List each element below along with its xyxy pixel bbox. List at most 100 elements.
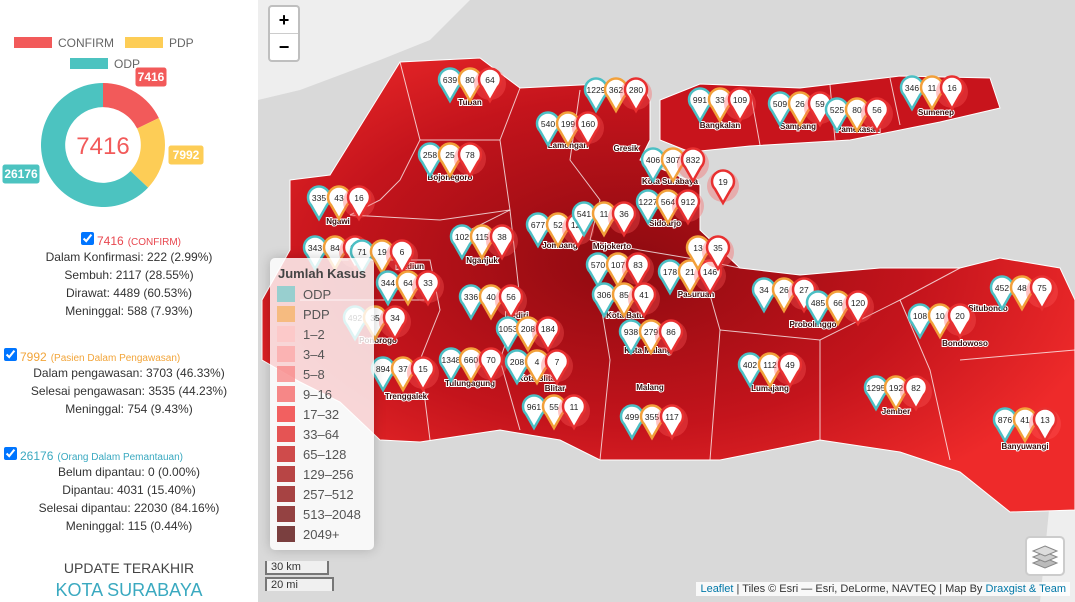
pin-label: 13 [693,243,703,253]
pin-label: 355 [645,412,659,422]
pin-label: 83 [633,260,643,270]
layers-icon [1031,545,1059,569]
pin [625,252,651,289]
map[interactable]: TubanLamonganGresikBangkalanSampangPamek… [258,0,1075,602]
layers-control[interactable] [1025,536,1065,576]
team-link[interactable]: Draxgist & Team [985,583,1067,595]
pin-label: 938 [624,327,638,337]
place-label: Bangkalan [700,121,741,130]
place-label: Sampang [780,122,816,131]
pin-label: 4 [535,357,540,367]
pin-label: 35 [713,243,723,253]
pin [658,319,684,356]
legend-swatch [14,37,52,48]
legend-text: PDP [303,306,330,322]
place-label: Jombang [542,241,578,250]
legend-text: 33–64 [303,426,340,442]
pin-label: 208 [510,357,524,367]
pin-label: 335 [312,193,326,203]
section-line: Selesai dipantau: 22030 (84.16%) [38,501,220,515]
pin-label: 107 [611,260,625,270]
zoom-out[interactable]: − [270,33,298,60]
pin-label: 25 [445,150,455,160]
pin-label: 70 [486,355,496,365]
pin-label: 1229 [587,85,606,95]
section-line: Belum dipantau: 0 (0.00%) [57,465,201,479]
legend-swatch [277,286,295,302]
legend-swatch [277,306,295,322]
pin-label: 109 [733,95,747,105]
place-label: Madiun [396,262,424,271]
donut-center: 7416 [76,133,129,160]
legend-item: 3–4 [270,344,374,364]
pin-label: 20 [955,311,965,321]
section-header: 7416 (CONFIRM) [0,229,258,248]
pin [947,303,973,340]
pin-label: 570 [591,260,605,270]
value-callout [134,66,168,88]
legend-swatch [277,446,295,462]
pin-label: 961 [527,402,541,412]
pin-label: 509 [773,99,787,109]
section-label: (Orang Dalam Pemantauan) [57,452,183,463]
pin-label: 82 [911,383,921,393]
legend-swatch [277,366,295,382]
land-west [258,0,470,100]
pin-label: 86 [666,327,676,337]
pin-label: 540 [541,119,555,129]
pin-label: 49 [785,360,795,370]
place-label: Kota Surabaya [642,177,699,186]
pin-label: 19 [718,177,728,187]
pin-label: 120 [851,298,865,308]
pin [498,284,524,321]
pin-label: 117 [665,412,679,422]
legend-label: ODP [114,57,140,71]
pin-label: 541 [577,209,591,219]
pin-label: 564 [661,197,675,207]
pin [544,349,570,386]
section-checkbox[interactable] [80,232,94,245]
legend-item: PDP [270,304,374,324]
legend-text: 9–16 [303,386,332,402]
section-checkbox[interactable] [4,348,17,361]
pin-label: 71 [357,247,367,257]
pin-label: 85 [619,290,629,300]
pin [710,169,736,206]
pin-label: 660 [464,355,478,365]
leaflet-link[interactable]: Leaflet [700,583,734,595]
pin-label: 38 [497,232,507,242]
value-label: 7992 [173,148,200,162]
legend-swatch [277,346,295,362]
section-checkbox[interactable] [4,447,17,460]
place-label: Kota Malang [624,346,672,355]
pin-label: 7 [555,357,560,367]
section-line: Selesai pengawasan: 3535 (44.23%) [30,384,228,398]
section-line: Meninggal: 754 (9.43%) [65,402,193,416]
place-label: Kediri [506,311,529,320]
pin-label: 307 [666,155,680,165]
legend-swatch [277,386,295,402]
pin-label: 15 [418,364,428,374]
pin-label: 184 [541,324,555,334]
legend-swatch [277,506,295,522]
place-label: Mojokerto [593,242,631,251]
value-label: 26176 [4,167,38,181]
pin [903,375,929,412]
donut-slice [103,83,159,129]
pin [535,316,561,353]
pin-label: 894 [376,364,390,374]
legend-swatch [70,58,108,69]
place-label: Sidoarjo [649,219,681,228]
legend-title: Jumlah Kasus [278,266,367,281]
pin [478,347,504,384]
legend-item: 2049+ [270,524,374,544]
pin-label: 64 [485,75,495,85]
pin-label: 991 [693,95,707,105]
pin-label: 40 [486,292,496,302]
zoom-in[interactable]: + [278,10,290,30]
pin-label: 1227 [639,197,658,207]
section-header: 26176 (Orang Dalam Pemantauan) [0,444,258,463]
pin-label: 33 [423,278,433,288]
pin [561,394,587,431]
